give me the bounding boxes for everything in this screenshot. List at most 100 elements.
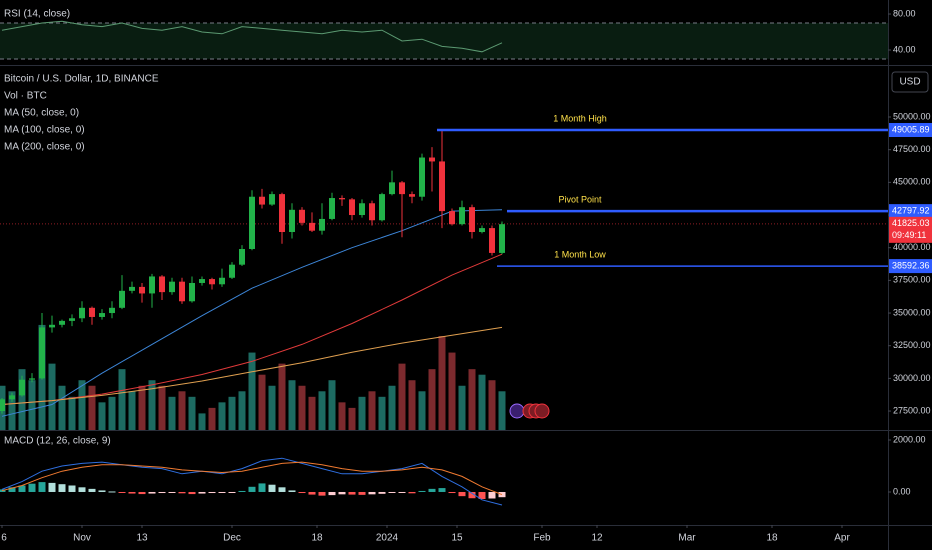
candle-body xyxy=(359,203,365,216)
candle-body xyxy=(299,209,305,223)
volume-bar xyxy=(498,391,506,430)
volume-bar xyxy=(258,374,266,430)
histogram-bar xyxy=(278,487,286,492)
candle-body xyxy=(499,224,505,253)
candle-body xyxy=(309,222,315,231)
y-tick-label: 47500.00 xyxy=(893,144,931,154)
candle-body xyxy=(139,286,145,294)
symbol-legend[interactable]: Bitcoin / U.S. Dollar, 1D, BINANCE xyxy=(4,74,159,85)
y-tick-label: 45000.00 xyxy=(893,177,931,187)
volume-bar xyxy=(438,335,446,430)
histogram-bar xyxy=(68,485,76,492)
candle-body xyxy=(29,378,35,380)
line-series xyxy=(1,326,503,405)
candle-body xyxy=(49,324,55,328)
currency-button[interactable] xyxy=(891,71,929,93)
histogram-bar xyxy=(108,491,116,493)
volume-bar xyxy=(468,369,476,430)
histogram-bar xyxy=(178,491,186,494)
candle-body xyxy=(199,279,205,283)
volume-bar xyxy=(478,374,486,430)
volume-bar xyxy=(458,385,466,430)
candle-body xyxy=(449,211,455,225)
candle-body xyxy=(0,399,5,412)
candle-body xyxy=(319,218,325,231)
countdown-label: 09:49:11 xyxy=(892,230,926,240)
histogram-bar xyxy=(198,491,206,494)
histogram-bar xyxy=(428,488,436,492)
plot-layer: 6 Nov 13 Dec 18 2024 15 Feb 12 Mar 18 Apr 27500.00 30… xyxy=(0,8,932,544)
candle-body xyxy=(99,313,105,317)
volume-bar xyxy=(18,369,26,430)
volume-bar xyxy=(88,385,96,430)
candle-body xyxy=(409,194,415,197)
candle-body xyxy=(249,196,255,250)
y-tick-label: 40000.00 xyxy=(893,242,931,252)
histogram-bar xyxy=(148,491,156,494)
candle-body xyxy=(59,320,65,325)
histogram-bar xyxy=(208,491,216,494)
x-tick-label: 18 xyxy=(311,533,323,544)
histogram-bar xyxy=(58,484,66,492)
line-series xyxy=(1,457,503,506)
candle-body xyxy=(239,249,245,265)
level-price-tag xyxy=(889,123,932,138)
volume-bar xyxy=(248,352,256,430)
ma-legend[interactable]: MA (100, close, 0) xyxy=(4,125,85,136)
histogram-bar xyxy=(268,484,276,492)
event-icon[interactable] xyxy=(534,403,550,419)
volume-bar xyxy=(418,391,426,430)
volume-bar xyxy=(128,391,136,430)
volume-bar xyxy=(168,396,176,430)
volume-bar xyxy=(118,369,126,430)
candle-body xyxy=(399,182,405,195)
y-tick-label: 30000.00 xyxy=(893,373,931,383)
level-price-label: 42797.92 xyxy=(892,206,930,216)
candle-body xyxy=(269,194,275,205)
histogram-bar xyxy=(248,486,256,492)
current-price-label: 41825.03 xyxy=(892,218,930,228)
volume-bar xyxy=(218,402,226,430)
line-series xyxy=(1,461,503,496)
volume-bar xyxy=(378,396,386,430)
ma-legend[interactable]: MA (50, close, 0) xyxy=(4,108,79,119)
volume-bar xyxy=(488,380,496,430)
histogram-bar xyxy=(98,490,106,492)
volume-bar xyxy=(398,363,406,430)
histogram-bar xyxy=(418,490,426,492)
event-icon[interactable] xyxy=(509,403,525,419)
volume-bar xyxy=(138,385,146,430)
volume-bar xyxy=(68,396,76,430)
histogram-bar xyxy=(398,491,406,493)
volume-bar xyxy=(108,396,116,430)
candle-body xyxy=(329,198,335,219)
volume-bar xyxy=(428,369,436,430)
volume-bar xyxy=(228,396,236,430)
candle-body xyxy=(79,307,85,319)
histogram-bar xyxy=(368,491,376,495)
volume-bar xyxy=(28,380,36,430)
x-tick-label: Apr xyxy=(834,533,850,544)
volume-bar xyxy=(78,380,86,430)
volume-legend[interactable]: Vol · BTC xyxy=(4,91,47,102)
level-price-label: 38592.36 xyxy=(892,260,930,270)
histogram-bar xyxy=(18,485,26,492)
y-tick-label: 37500.00 xyxy=(893,275,931,285)
volume-bar xyxy=(278,363,286,430)
currency-label[interactable]: USD xyxy=(899,77,920,88)
candle-body xyxy=(479,228,485,233)
event-icons[interactable] xyxy=(509,403,550,419)
volume-bar xyxy=(158,385,166,430)
volume-bar xyxy=(58,385,66,430)
histogram-bar xyxy=(258,483,266,492)
ma-legend[interactable]: MA (200, close, 0) xyxy=(4,142,85,153)
candle-body xyxy=(229,264,235,278)
volume-bar xyxy=(348,407,356,430)
candle-body xyxy=(289,209,295,233)
candle-body xyxy=(279,194,285,233)
histogram-bar xyxy=(438,488,446,492)
candle-body xyxy=(69,318,75,321)
candle-body xyxy=(9,395,15,400)
